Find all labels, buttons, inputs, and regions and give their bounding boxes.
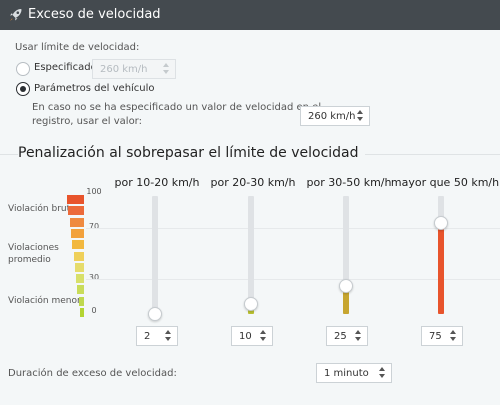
- radio-vehicle-params[interactable]: [16, 82, 30, 96]
- scale-label-mid-line2: promedio: [8, 255, 51, 265]
- severity-gradient-step: [77, 285, 84, 295]
- slider-fill-over-50: [438, 222, 444, 314]
- stepper-arrows-icon[interactable]: [379, 367, 385, 379]
- duration-value: 1 minuto: [324, 368, 369, 379]
- stepper-arrows-icon[interactable]: [260, 330, 266, 342]
- specified-speed-value: 260 km/h: [100, 64, 148, 75]
- column-heading-20-30: por 20-30 km/h: [210, 176, 296, 189]
- penalty-stepper-30-50[interactable]: 25: [326, 326, 368, 346]
- stepper-arrows-icon[interactable]: [165, 330, 171, 342]
- severity-gradient-step: [73, 251, 84, 261]
- penalty-value-30-50: 25: [334, 331, 347, 342]
- slider-handle-over-50[interactable]: [434, 215, 448, 230]
- severity-gradient-step: [76, 274, 84, 284]
- stepper-arrows-icon[interactable]: [355, 330, 361, 342]
- radio-specified[interactable]: [16, 62, 30, 76]
- rocket-icon: [10, 9, 22, 21]
- slider-handle-30-50[interactable]: [339, 278, 353, 293]
- slider-track-30-50[interactable]: [343, 196, 349, 314]
- radio-vehicle-params-label[interactable]: Parámetros del vehículo: [34, 83, 155, 94]
- window-header: Exceso de velocidad: [0, 0, 500, 30]
- window-title: Exceso de velocidad: [28, 7, 161, 22]
- penalty-value-over-50: 75: [429, 331, 442, 342]
- scale-label-high: Violación bruta: [8, 204, 76, 214]
- slider-handle-10-20[interactable]: [148, 307, 162, 322]
- scale-label-low: Violación menor: [8, 296, 81, 306]
- severity-gradient-step: [74, 262, 84, 272]
- penalty-stepper-over-50[interactable]: 75: [421, 326, 463, 346]
- penalty-value-10-20: 2: [144, 331, 151, 342]
- column-heading-30-50: por 30-50 km/h: [306, 176, 392, 189]
- scale-tick-100: 100: [86, 187, 102, 196]
- column-heading-over-50: mayor que 50 km/h: [390, 176, 500, 189]
- fallback-text-line1: En caso no se ha especificado un valor d…: [32, 102, 322, 113]
- fallback-speed-stepper[interactable]: 260 km/h: [300, 106, 370, 126]
- specified-speed-stepper[interactable]: 260 km/h: [92, 59, 176, 79]
- stepper-arrows-icon[interactable]: [357, 110, 363, 122]
- slider-handle-20-30[interactable]: [244, 297, 258, 312]
- penalty-value-20-30: 10: [239, 331, 252, 342]
- scale-tick-0: 0: [91, 306, 97, 315]
- slider-fill-30-50: [343, 285, 349, 314]
- severity-gradient-step: [69, 217, 84, 227]
- severity-gradient-step: [80, 308, 84, 317]
- slider-track-10-20[interactable]: [152, 196, 158, 314]
- stepper-arrows-icon[interactable]: [163, 63, 169, 75]
- severity-gradient-step: [72, 240, 84, 250]
- penalty-stepper-20-30[interactable]: 10: [231, 326, 273, 346]
- duration-label: Duración de exceso de velocidad:: [8, 368, 177, 379]
- column-heading-10-20: por 10-20 km/h: [114, 176, 200, 189]
- scale-tick-70: 70: [88, 222, 100, 231]
- severity-gradient-step: [68, 206, 84, 216]
- penalty-stepper-10-20[interactable]: 2: [136, 326, 178, 346]
- severity-gradient-step: [78, 296, 84, 306]
- fallback-speed-value: 260 km/h: [308, 111, 356, 122]
- gridline-70: [86, 228, 500, 229]
- severity-gradient-step: [67, 195, 84, 204]
- fallback-text-line2: registro, usar el valor:: [32, 116, 142, 127]
- slider-track-20-30[interactable]: [248, 196, 254, 314]
- speed-limit-label: Usar límite de velocidad:: [15, 42, 140, 53]
- gridline-30: [86, 279, 500, 280]
- severity-gradient-step: [70, 228, 84, 238]
- penalty-section-title: Penalización al sobrepasar el límite de …: [18, 145, 365, 161]
- scale-label-mid-line1: Violaciones: [8, 243, 59, 253]
- stepper-arrows-icon[interactable]: [450, 330, 456, 342]
- scale-tick-30: 30: [88, 273, 100, 282]
- radio-specified-label[interactable]: Especificado: [34, 62, 97, 73]
- duration-select[interactable]: 1 minuto: [316, 363, 392, 383]
